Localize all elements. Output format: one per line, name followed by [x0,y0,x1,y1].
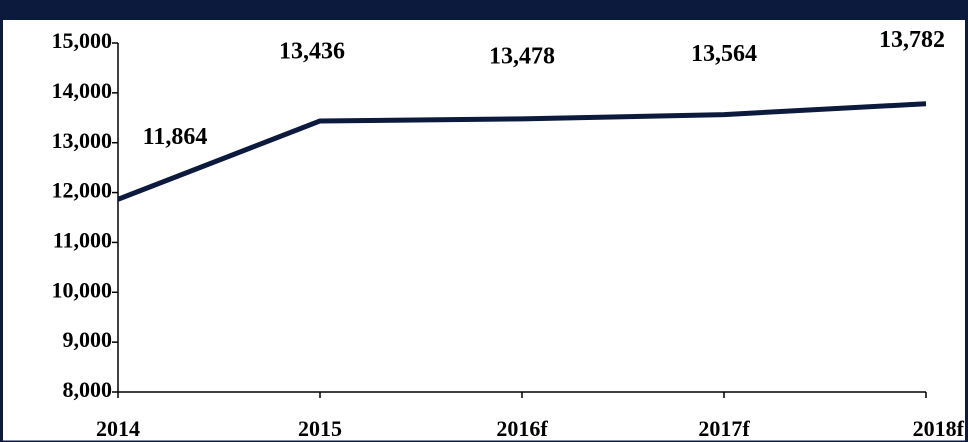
x-tick-label: 2018f [913,416,965,441]
y-tick-label: 14,000 [52,78,113,103]
data-label: 13,782 [879,27,945,53]
y-tick-label: 8,000 [63,377,113,402]
x-tick-label: 2016f [496,416,548,441]
y-tick-label: 10,000 [52,277,113,302]
x-tick-label: 2017f [698,416,750,441]
y-tick-label: 12,000 [52,178,113,203]
header-band [0,0,968,20]
data-label: 13,436 [279,38,345,64]
x-tick-label: 2014 [96,416,140,441]
data-label: 11,864 [143,124,208,150]
x-tick-label: 2015 [298,416,342,441]
y-tick-label: 13,000 [52,128,113,153]
data-label: 13,478 [489,43,555,69]
data-label: 13,564 [691,41,757,67]
y-tick-label: 11,000 [53,227,112,252]
y-tick-label: 15,000 [52,28,113,53]
y-tick-label: 9,000 [63,327,113,352]
line [117,101,927,202]
